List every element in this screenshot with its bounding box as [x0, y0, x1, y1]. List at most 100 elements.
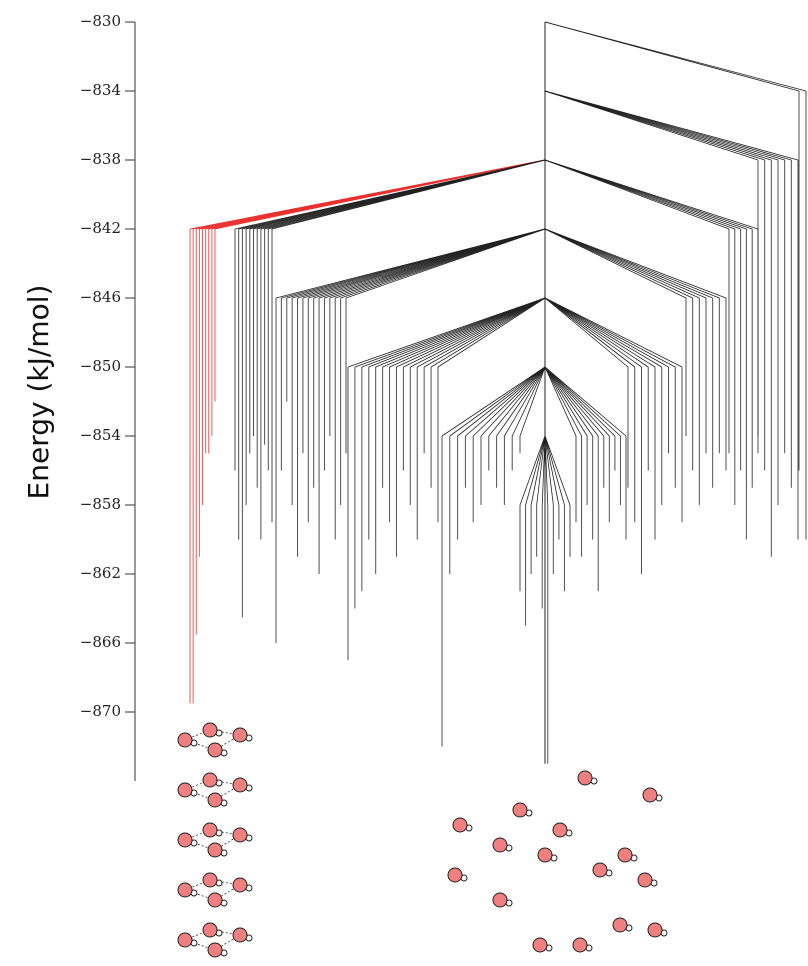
branch	[375, 297, 546, 368]
oxygen-atom	[232, 877, 248, 893]
branch	[403, 297, 546, 368]
y-tick-label: −838	[80, 150, 121, 168]
oxygen-atom	[452, 817, 468, 833]
branch	[544, 366, 616, 437]
molecule-structures	[177, 722, 668, 958]
y-tick-label: −862	[80, 564, 121, 582]
branch	[465, 366, 546, 437]
oxygen-atom	[512, 802, 528, 818]
branch	[544, 297, 629, 368]
branch	[544, 366, 627, 437]
y-axis-label: Energy (kJ/mol)	[22, 285, 55, 500]
branch	[437, 297, 546, 368]
branch	[544, 366, 582, 437]
oxygen-atom	[642, 787, 658, 803]
branch	[544, 228, 687, 299]
branch	[504, 366, 546, 437]
oxygen-atom	[577, 770, 593, 786]
oxygen-atom	[177, 932, 193, 948]
y-tick-label: −870	[80, 702, 121, 720]
oxygen-atom	[202, 922, 218, 938]
oxygen-atom	[202, 822, 218, 838]
branch	[544, 297, 649, 368]
branch	[536, 435, 546, 506]
branch	[544, 297, 642, 368]
branch	[361, 297, 546, 368]
branch	[496, 366, 546, 437]
branch	[544, 366, 588, 437]
branch	[544, 297, 662, 368]
oxygen-atom	[202, 872, 218, 888]
oxygen-atom	[232, 827, 248, 843]
branch	[544, 297, 656, 368]
branch	[354, 297, 546, 368]
oxygen-atom	[552, 822, 568, 838]
oxygen-atom	[617, 847, 633, 863]
branch	[544, 21, 807, 92]
oxygen-atom	[532, 937, 548, 953]
branch	[544, 297, 635, 368]
branch	[472, 366, 546, 437]
oxygen-atom	[207, 942, 223, 958]
oxygen-atom	[207, 742, 223, 758]
oxygen-atom	[637, 872, 653, 888]
branch	[382, 297, 546, 368]
branch	[544, 435, 554, 506]
oxygen-atom	[202, 772, 218, 788]
branch	[544, 435, 571, 506]
oxygen-atom	[232, 927, 248, 943]
branch	[488, 366, 546, 437]
branch	[271, 159, 546, 230]
branch	[423, 297, 546, 368]
oxygen-atom	[207, 892, 223, 908]
branch	[449, 366, 546, 437]
oxygen-atom	[177, 732, 193, 748]
branch	[544, 228, 707, 299]
branch	[389, 297, 546, 368]
y-tick-label: −850	[80, 357, 121, 375]
branch	[544, 366, 621, 437]
branch	[480, 366, 546, 437]
y-tick-label: −854	[80, 426, 121, 444]
oxygen-atom	[177, 832, 193, 848]
branch	[544, 228, 700, 299]
branch	[396, 297, 546, 368]
y-tick-label: −846	[80, 288, 121, 306]
oxygen-atom	[492, 837, 508, 853]
oxygen-atom	[207, 792, 223, 808]
branch	[417, 297, 546, 368]
branch	[544, 297, 683, 368]
oxygen-atom	[232, 727, 248, 743]
branch	[544, 297, 669, 368]
branch	[544, 366, 610, 437]
oxygen-atom	[612, 917, 628, 933]
oxygen-atom	[492, 892, 508, 908]
branch	[544, 366, 605, 437]
y-tick-label: −866	[80, 633, 121, 651]
y-tick-label: −858	[80, 495, 121, 513]
branch	[430, 297, 546, 368]
oxygen-atom	[202, 722, 218, 738]
branch	[544, 366, 599, 437]
branch	[544, 366, 577, 437]
branch	[214, 159, 546, 230]
oxygen-atom	[572, 937, 588, 953]
y-tick-label: −842	[80, 219, 121, 237]
branch	[544, 90, 799, 161]
branch	[410, 297, 546, 368]
branch	[345, 228, 546, 299]
y-tick-label: −834	[80, 81, 121, 99]
branch	[457, 366, 546, 437]
oxygen-atom	[537, 847, 553, 863]
branch	[541, 435, 546, 506]
oxygen-atom	[232, 777, 248, 793]
y-tick-label: −830	[80, 12, 121, 30]
oxygen-atom	[447, 867, 463, 883]
branch	[530, 435, 546, 506]
branch	[519, 366, 546, 437]
branch	[525, 435, 546, 506]
branch	[368, 297, 546, 368]
branch	[544, 366, 593, 437]
branch	[441, 366, 546, 437]
